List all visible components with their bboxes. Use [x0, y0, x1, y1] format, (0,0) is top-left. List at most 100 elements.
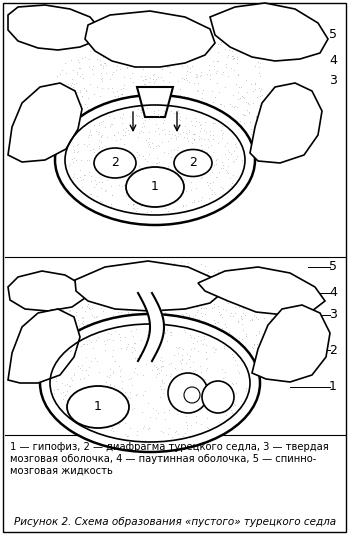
Point: [245, 106, 250, 114]
Point: [217, 278, 223, 286]
Point: [204, 398, 209, 407]
Point: [113, 387, 119, 395]
Point: [105, 170, 110, 179]
Point: [109, 190, 115, 199]
Point: [76, 100, 82, 109]
Point: [171, 275, 176, 284]
Point: [246, 108, 252, 116]
Point: [185, 166, 190, 175]
Point: [198, 338, 204, 346]
Point: [153, 262, 159, 271]
Text: 2: 2: [329, 343, 337, 356]
Point: [174, 355, 180, 363]
Point: [207, 322, 213, 330]
Point: [201, 334, 207, 343]
Point: [203, 148, 209, 156]
Polygon shape: [75, 261, 222, 311]
Point: [162, 408, 167, 416]
Point: [235, 117, 240, 126]
Point: [180, 431, 186, 440]
Point: [168, 327, 174, 336]
Point: [85, 300, 91, 308]
Point: [263, 301, 269, 310]
Point: [193, 184, 199, 192]
Point: [48, 105, 53, 113]
Point: [51, 87, 57, 95]
Point: [112, 289, 118, 297]
Point: [156, 269, 162, 277]
Point: [177, 320, 183, 329]
Point: [210, 114, 216, 123]
Point: [100, 62, 106, 70]
Point: [170, 184, 176, 193]
Point: [69, 289, 75, 298]
Point: [164, 326, 170, 334]
Point: [195, 86, 201, 95]
Point: [215, 67, 220, 75]
Point: [208, 152, 213, 160]
Point: [236, 369, 242, 377]
Point: [149, 83, 155, 91]
Point: [226, 287, 232, 296]
Point: [98, 75, 103, 83]
Point: [176, 262, 182, 270]
Point: [180, 162, 185, 171]
Point: [180, 109, 186, 117]
Point: [210, 167, 215, 176]
Point: [175, 349, 181, 357]
Point: [189, 345, 194, 354]
Point: [119, 323, 125, 332]
Point: [130, 156, 136, 164]
Point: [271, 86, 277, 94]
Point: [111, 88, 116, 96]
Point: [146, 117, 152, 125]
Point: [80, 74, 86, 82]
Point: [108, 276, 114, 285]
Point: [151, 106, 157, 115]
Point: [232, 302, 238, 311]
Point: [168, 126, 173, 134]
Point: [84, 141, 90, 150]
Point: [210, 110, 216, 119]
Point: [147, 58, 153, 66]
Point: [161, 197, 167, 206]
Point: [211, 302, 216, 311]
Point: [101, 337, 106, 345]
Point: [100, 52, 106, 61]
Point: [178, 116, 183, 124]
Point: [146, 343, 152, 352]
Point: [107, 303, 113, 312]
Point: [136, 268, 142, 277]
Point: [154, 159, 160, 168]
Point: [154, 83, 160, 91]
Point: [196, 332, 201, 340]
Point: [214, 127, 219, 136]
Point: [79, 326, 85, 335]
Point: [102, 187, 107, 195]
Point: [158, 302, 164, 311]
Point: [166, 103, 172, 112]
Point: [143, 360, 149, 369]
Point: [182, 121, 188, 130]
Point: [196, 79, 201, 87]
Point: [255, 315, 260, 323]
Point: [99, 177, 105, 186]
Point: [141, 180, 146, 189]
Point: [164, 146, 169, 155]
Point: [209, 161, 215, 170]
Point: [125, 43, 131, 52]
Point: [221, 344, 227, 353]
Point: [205, 363, 210, 372]
Point: [118, 55, 124, 63]
Point: [175, 383, 181, 391]
Point: [89, 326, 95, 334]
Point: [131, 189, 137, 197]
Point: [120, 403, 126, 411]
Point: [195, 147, 201, 155]
Point: [216, 87, 222, 96]
Point: [198, 134, 204, 143]
Point: [100, 403, 106, 411]
Point: [122, 333, 128, 341]
Point: [89, 131, 94, 139]
Point: [85, 94, 90, 102]
